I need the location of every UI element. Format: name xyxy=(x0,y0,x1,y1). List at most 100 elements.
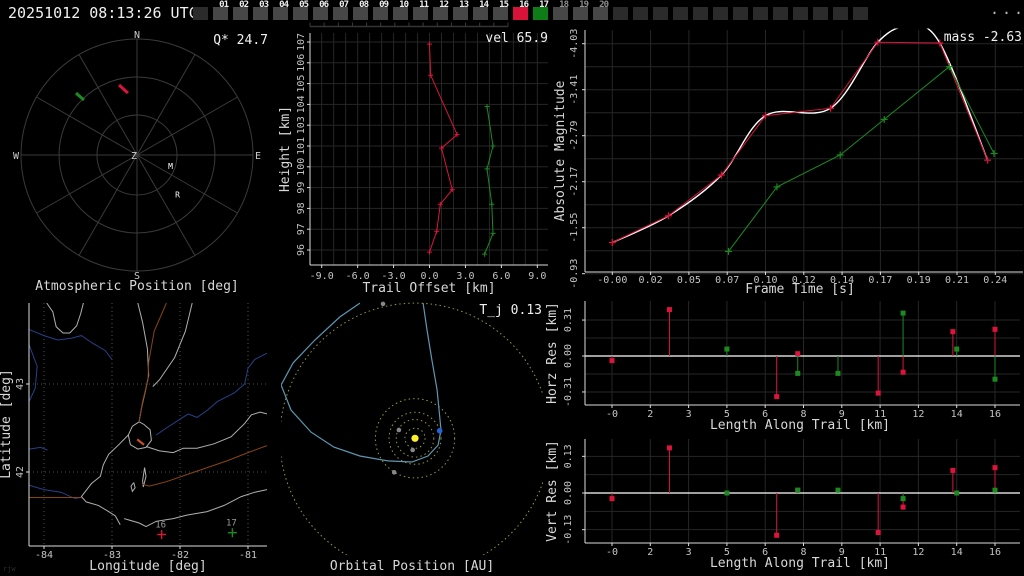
y-tick-label: -2.79 xyxy=(569,121,580,151)
station-label-16: 16 xyxy=(155,520,166,530)
frame-tile-14[interactable] xyxy=(473,7,488,20)
x-tick-label: 0.12 xyxy=(792,275,816,286)
planet-orbit-ring xyxy=(374,398,456,479)
utc-timestamp: 20251012 08:13:26 UTC xyxy=(8,4,198,22)
y-tick-label: 96 xyxy=(296,244,307,256)
frame-tile-empty[interactable] xyxy=(633,7,648,20)
y-tick-label: 97 xyxy=(296,223,307,235)
frame-tile-empty[interactable] xyxy=(653,7,668,20)
polar-spoke xyxy=(78,154,138,256)
frame-tile-01[interactable] xyxy=(213,7,228,20)
residual-point-green xyxy=(795,370,801,376)
residual-point-green xyxy=(835,370,841,376)
x-tick-label: 9 xyxy=(839,547,845,558)
frame-tile-20[interactable] xyxy=(593,7,608,20)
residual-point-red xyxy=(666,445,672,451)
residual-point-red xyxy=(875,390,881,396)
residual-point-green xyxy=(954,346,960,352)
frame-tile-03[interactable] xyxy=(253,7,268,20)
frame-tile-label: 20 xyxy=(599,0,609,10)
x-tick-label: 0.17 xyxy=(868,275,892,286)
frame-tile-empty[interactable] xyxy=(733,7,748,20)
frame-tile-empty[interactable] xyxy=(793,7,808,20)
residual-point-red xyxy=(774,394,780,400)
frame-tile-label: 19 xyxy=(579,0,589,10)
earth-dot xyxy=(436,427,443,434)
x-tick-label: 8 xyxy=(800,547,806,558)
frame-tile-empty[interactable] xyxy=(713,7,728,20)
horizontal-residuals-plot: -0 2 3 5 6 8 9 11 12 14 16 0.31 0.00 -0.31 Length Alon… xyxy=(545,301,1020,433)
river xyxy=(155,352,267,436)
frame-tile-empty[interactable] xyxy=(853,7,868,20)
river xyxy=(29,328,113,360)
y-tick-label: -0.31 xyxy=(563,377,574,407)
residual-point-red xyxy=(950,329,956,335)
frame-tile-10[interactable] xyxy=(393,7,408,20)
map-xlabel: Longitude [deg] xyxy=(89,559,206,574)
residual-xlabel: Length Along Trail [km] xyxy=(710,418,890,433)
x-tick-label: 5 xyxy=(724,409,730,420)
frame-tile-empty[interactable] xyxy=(673,7,688,20)
frame-tile-09[interactable] xyxy=(373,7,388,20)
x-tick-label: 9 xyxy=(839,409,845,420)
frame-tile-label: 10 xyxy=(399,0,409,10)
frame-tile-07[interactable] xyxy=(333,7,348,20)
river xyxy=(29,484,82,499)
frame-tile-empty[interactable] xyxy=(613,7,628,20)
x-tick-label: 9.0 xyxy=(528,271,546,282)
x-tick-label: 14 xyxy=(951,409,963,420)
x-tick-label: 0.21 xyxy=(945,275,969,286)
x-tick-label: 0.14 xyxy=(830,275,854,286)
frame-tile-12[interactable] xyxy=(433,7,448,20)
frame-tile-04[interactable] xyxy=(273,7,288,20)
x-tick-label: 11 xyxy=(874,409,886,420)
trail-offset-plot: -9.0 -6.0 -3.0 0.0 3.0 6.0 9.0 107 106 105 104 103 1… xyxy=(278,31,548,296)
frame-tile-empty[interactable] xyxy=(833,7,848,20)
frame-tile-17[interactable] xyxy=(533,7,548,20)
frame-tile-label: 16 xyxy=(519,0,529,10)
frame-tile-19[interactable] xyxy=(573,7,588,20)
x-tick-label: 14 xyxy=(951,547,963,558)
frame-tile-empty[interactable] xyxy=(773,7,788,20)
frame-tile-empty[interactable] xyxy=(193,7,208,20)
y-tick-label: 43 xyxy=(15,378,26,390)
frame-tile-15[interactable] xyxy=(493,7,508,20)
frame-tile-02[interactable] xyxy=(233,7,248,20)
x-tick-label: 6.0 xyxy=(492,271,510,282)
polar-stat-q: Q* 24.7 xyxy=(213,33,268,48)
x-tick-label: -84 xyxy=(35,550,53,561)
residual-point-green xyxy=(954,490,960,496)
x-tick-label: -9.0 xyxy=(310,271,334,282)
frame-tile-13[interactable] xyxy=(453,7,468,20)
frame-tile-06[interactable] xyxy=(313,7,328,20)
overflow-menu[interactable]: ... xyxy=(990,0,1024,18)
frame-tile-05[interactable] xyxy=(293,7,308,20)
orbit-caption: Orbital Position [AU] xyxy=(330,559,494,574)
x-tick-label: -0 xyxy=(606,547,618,558)
residual-point-red xyxy=(992,326,998,332)
x-tick-label: 12 xyxy=(912,547,924,558)
frame-tile-empty[interactable] xyxy=(753,7,768,20)
frame-tile-08[interactable] xyxy=(353,7,368,20)
frame-tile-label: 03 xyxy=(259,0,269,10)
frame-tile-16[interactable] xyxy=(513,7,528,20)
meteor-streak-red xyxy=(118,83,129,95)
coastline xyxy=(137,303,150,422)
frame-tile-18[interactable] xyxy=(553,7,568,20)
y-tick-label: 0.13 xyxy=(563,444,574,468)
y-tick-label: 107 xyxy=(296,33,307,51)
frame-tile-empty[interactable] xyxy=(693,7,708,20)
frame-tile-label: 13 xyxy=(459,0,469,10)
x-tick-label: 6 xyxy=(762,409,768,420)
polar-spoke xyxy=(36,154,138,214)
mag-series-red xyxy=(612,41,989,243)
polar-spoke xyxy=(136,96,238,156)
y-tick-label: 99 xyxy=(296,182,307,194)
coastline xyxy=(130,482,136,493)
frame-tile-empty[interactable] xyxy=(813,7,828,20)
x-tick-label: 0.0 xyxy=(420,271,438,282)
polar-spoke xyxy=(136,54,196,156)
y-tick-label: -1.55 xyxy=(569,213,580,243)
frame-tile-11[interactable] xyxy=(413,7,428,20)
